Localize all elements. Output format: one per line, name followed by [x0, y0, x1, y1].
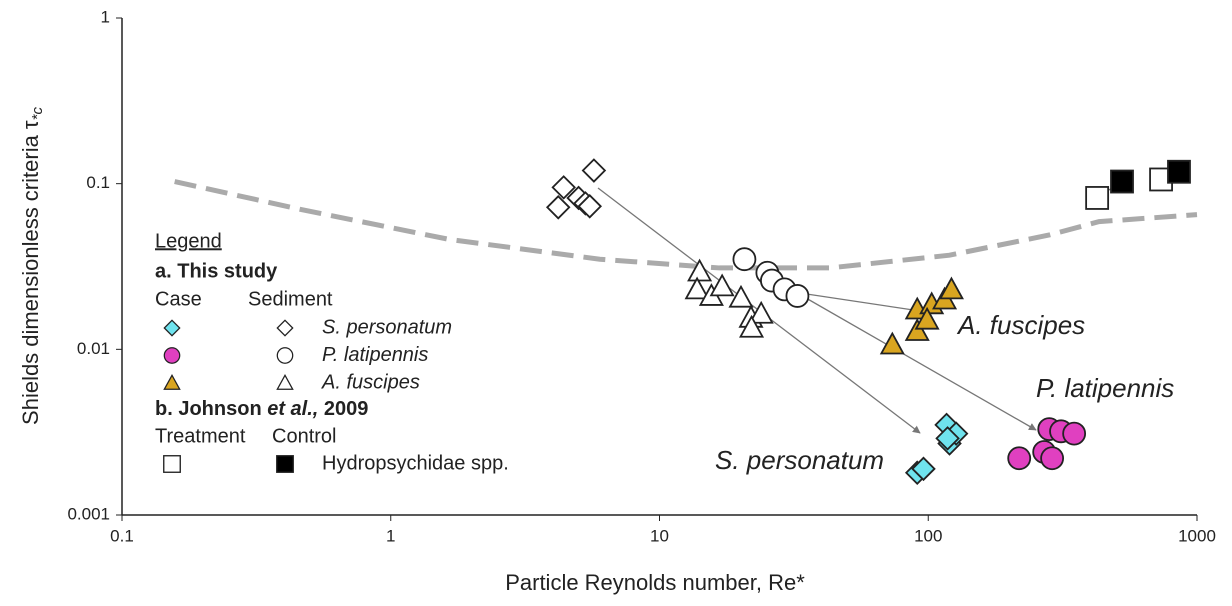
- data-point: [938, 276, 964, 300]
- x-tick-label: 1: [386, 526, 395, 545]
- x-tick-label: 0.1: [110, 526, 134, 545]
- data-point: [1085, 186, 1110, 210]
- legend-label: Hydropsychidae spp.: [322, 452, 509, 474]
- legend-title: Legend: [155, 230, 222, 252]
- data-point: [785, 284, 810, 308]
- data-point: [879, 331, 905, 355]
- annotation: P. latipennis: [1036, 373, 1174, 403]
- data-point: [684, 276, 710, 300]
- data-point: [551, 175, 576, 200]
- legend-header: Sediment: [248, 288, 333, 310]
- y-axis-title: Shields dimensionless criteria τ*c: [18, 107, 46, 425]
- data-point: [1007, 446, 1032, 471]
- data-point: [581, 158, 607, 183]
- data-point: [914, 306, 940, 330]
- legend-header: Treatment: [155, 425, 246, 447]
- x-tick-label: 100: [914, 526, 942, 545]
- legend-marker: [163, 319, 181, 337]
- legend-header: Control: [272, 425, 336, 447]
- legend-label: S. personatum: [322, 316, 452, 338]
- annotation: A. fuscipes: [956, 310, 1085, 340]
- data-point: [709, 273, 735, 297]
- legend-marker: [276, 373, 294, 390]
- legend-section-part: 2009: [318, 398, 368, 420]
- data-point: [687, 258, 713, 282]
- data-point: [1110, 169, 1134, 194]
- x-tick-label: 1000: [1178, 526, 1216, 545]
- y-tick-label: 1: [101, 7, 110, 26]
- data-point: [935, 426, 960, 451]
- threshold-curve: [174, 179, 1198, 271]
- legend-label: A. fuscipes: [321, 371, 420, 393]
- legend-section-part: b. Johnson: [155, 398, 267, 420]
- legend-section: b. Johnson et al., 2009: [155, 398, 368, 420]
- data-point: [577, 194, 602, 219]
- data-point: [904, 318, 930, 341]
- data-point: [748, 300, 774, 324]
- legend-section: a. This study: [155, 260, 278, 282]
- y-axis-title-sub: *c: [29, 107, 46, 121]
- data-point: [728, 284, 754, 308]
- legend-marker: [163, 347, 181, 364]
- data-point: [545, 195, 571, 220]
- data-point: [1062, 421, 1087, 446]
- legend-marker: [276, 319, 294, 337]
- y-tick-label: 0.1: [86, 173, 110, 192]
- annotation: S. personatum: [715, 445, 884, 475]
- data-point: [911, 456, 936, 482]
- y-axis-title-main: Shields dimensionless criteria τ: [18, 120, 43, 425]
- data-point: [739, 314, 765, 338]
- legend-marker: [276, 347, 294, 364]
- legend-label: P. latipennis: [322, 344, 428, 366]
- data-point: [1167, 159, 1191, 184]
- legend-header: Case: [155, 288, 202, 310]
- y-tick-label: 0.01: [77, 339, 110, 358]
- legend-marker: [163, 373, 181, 390]
- legend-marker: [163, 455, 181, 473]
- data-point: [732, 247, 757, 272]
- y-tick-label: 0.001: [67, 504, 110, 523]
- x-axis-title: Particle Reynolds number, Re*: [505, 570, 805, 595]
- data-point: [1040, 446, 1065, 471]
- legend-section-part: et al.,: [267, 398, 318, 420]
- x-tick-label: 10: [650, 526, 669, 545]
- legend-marker: [276, 455, 294, 473]
